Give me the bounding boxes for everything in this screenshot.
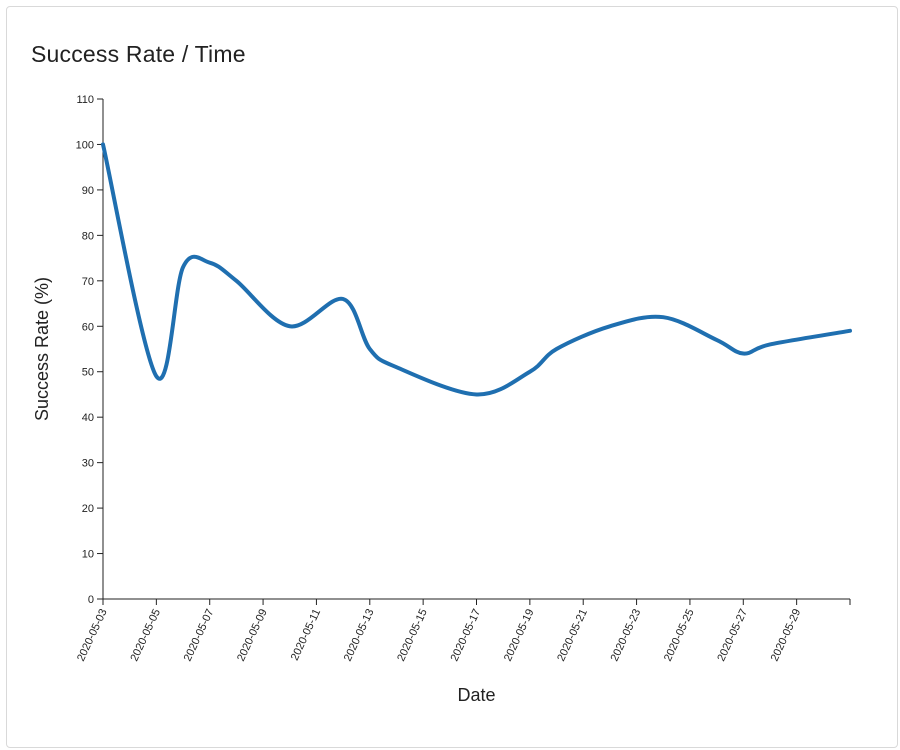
x-tick-label: 2020-05-19 bbox=[502, 607, 537, 663]
y-tick-label: 50 bbox=[82, 367, 94, 379]
y-tick-label: 0 bbox=[88, 594, 94, 606]
x-tick-label: 2020-05-27 bbox=[715, 607, 750, 663]
y-tick-label: 90 bbox=[82, 185, 94, 197]
x-tick-label: 2020-05-09 bbox=[235, 607, 270, 663]
y-tick-label: 110 bbox=[76, 94, 94, 106]
y-axis-title: Success Rate (%) bbox=[32, 277, 52, 421]
series-line bbox=[101, 142, 852, 397]
x-tick-label: 2020-05-13 bbox=[342, 607, 377, 663]
x-tick-label: 2020-05-21 bbox=[555, 607, 590, 663]
y-tick-label: 60 bbox=[82, 321, 94, 333]
y-tick-label: 30 bbox=[82, 458, 94, 470]
y-tick-label: 20 bbox=[82, 503, 94, 515]
x-axis-title: Date bbox=[457, 685, 495, 705]
x-tick-label: 2020-05-05 bbox=[128, 607, 163, 663]
x-tick-label: 2020-05-29 bbox=[769, 607, 804, 663]
y-tick-label: 80 bbox=[82, 230, 94, 242]
x-tick-label: 2020-05-11 bbox=[289, 607, 323, 662]
x-tick-label: 2020-05-23 bbox=[609, 607, 644, 663]
x-tick-label: 2020-05-25 bbox=[662, 607, 697, 663]
x-tick-label: 2020-05-17 bbox=[449, 607, 484, 663]
y-tick-label: 40 bbox=[82, 412, 94, 424]
chart-title: Success Rate / Time bbox=[31, 41, 246, 67]
x-tick-label: 2020-05-03 bbox=[75, 607, 110, 663]
y-tick-label: 10 bbox=[82, 549, 94, 561]
y-tick-label: 70 bbox=[82, 276, 94, 288]
y-tick-label: 100 bbox=[76, 139, 94, 151]
x-tick-label: 2020-05-07 bbox=[182, 607, 217, 663]
x-tick-label: 2020-05-15 bbox=[395, 607, 430, 663]
